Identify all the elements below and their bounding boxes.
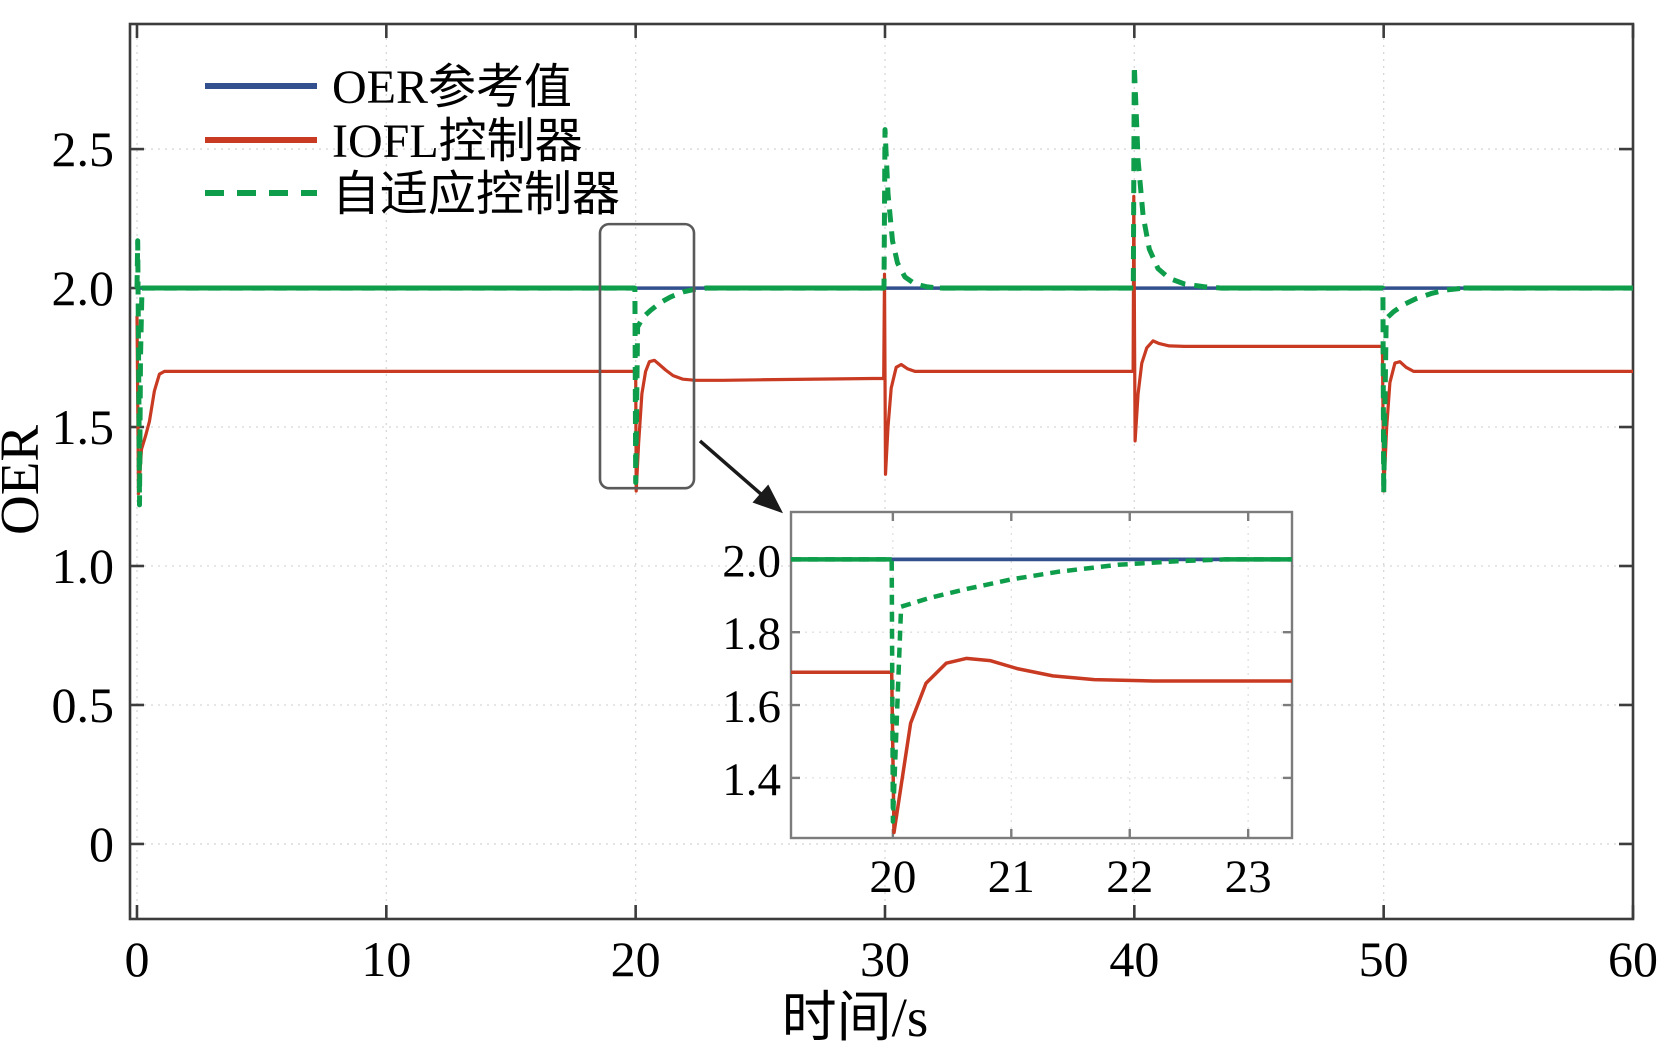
zoom-callout bbox=[598, 222, 784, 514]
inset-x-tick-label: 22 bbox=[1106, 851, 1153, 903]
inset-y-tick-label: 2.0 bbox=[722, 535, 781, 587]
legend-label-oer-reference: OER参考值 bbox=[332, 61, 572, 114]
inset-axes-box bbox=[789, 510, 1294, 840]
main-x-tick-label: 0 bbox=[124, 931, 149, 987]
inset-series bbox=[791, 557, 1292, 835]
main-y-tick-label: 1.5 bbox=[52, 399, 115, 455]
series-iofl-controller-inset bbox=[791, 656, 1292, 835]
inset-y-tick-label: 1.8 bbox=[722, 608, 781, 660]
main-x-tick-label: 40 bbox=[1109, 931, 1159, 987]
inset-x-tick-label: 23 bbox=[1225, 851, 1272, 903]
series-adaptive-controller-main bbox=[134, 63, 1633, 508]
zoom-region-rect bbox=[598, 222, 696, 490]
main-x-tick-label: 60 bbox=[1608, 931, 1658, 987]
x-axis-label: 时间/s bbox=[782, 987, 929, 1046]
main-x-tick-label: 50 bbox=[1359, 931, 1409, 987]
main-y-tick-label: 1.0 bbox=[52, 538, 115, 594]
main-axes-box bbox=[128, 22, 1635, 921]
main-x-tick-label: 10 bbox=[361, 931, 411, 987]
callout-arrowhead-icon bbox=[752, 484, 784, 514]
main-y-tick-label: 2.0 bbox=[52, 260, 115, 316]
main-series bbox=[134, 63, 1633, 508]
callout-arrow-shaft bbox=[698, 439, 771, 503]
series-adaptive-controller-inset bbox=[791, 557, 1292, 824]
legend-label-adaptive-controller: 自适应控制器 bbox=[332, 168, 620, 221]
legend-label-iofl-controller: IOFL控制器 bbox=[332, 115, 583, 168]
y-axis-label: OER bbox=[0, 425, 50, 535]
inset-y-tick-label: 1.4 bbox=[722, 754, 781, 806]
main-y-tick-label: 2.5 bbox=[52, 121, 115, 177]
main-y-tick-label: 0 bbox=[89, 816, 114, 872]
inset-axes: 20 21 22 23 1.4 1.6 1.8 2.0 bbox=[722, 510, 1294, 903]
main-x-tick-label: 30 bbox=[860, 931, 910, 987]
main-x-tick-label: 20 bbox=[611, 931, 661, 987]
inset-x-tick-label: 20 bbox=[869, 851, 916, 903]
main-axes: 0 10 20 30 40 50 60 0 0.5 1.0 1.5 2.0 2.5 bbox=[52, 22, 1658, 987]
main-y-tick-label: 0.5 bbox=[52, 677, 115, 733]
inset-x-tick-label: 21 bbox=[988, 851, 1035, 903]
inset-y-tick-label: 1.6 bbox=[722, 681, 781, 733]
